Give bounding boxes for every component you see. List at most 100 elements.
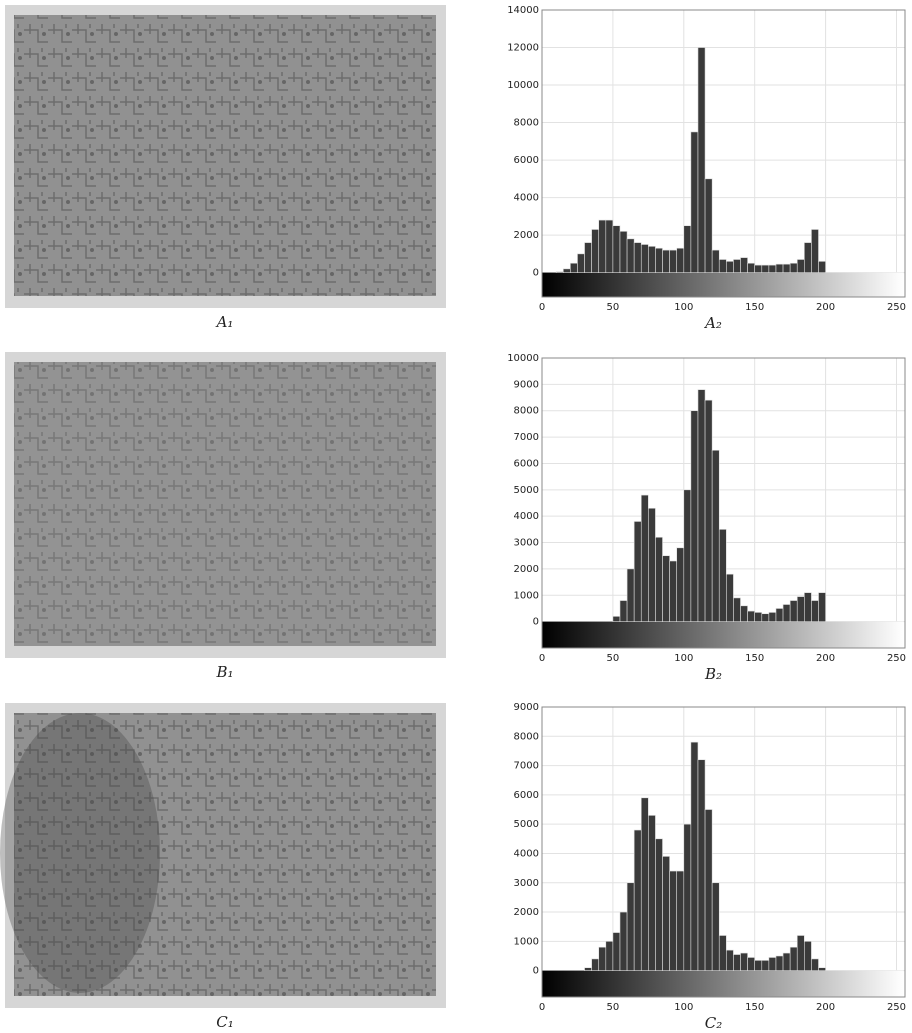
y-tick-label: 0 [533, 617, 539, 628]
histogram-bar [704, 399, 713, 622]
histogram-bar [598, 946, 607, 971]
histogram-bar [711, 882, 720, 971]
x-tick-label: 250 [887, 302, 906, 313]
histogram-bar [605, 219, 614, 273]
y-tick-label: 4000 [514, 848, 539, 859]
x-tick-label: 250 [887, 653, 906, 664]
image-caption: C₁ [216, 1013, 234, 1031]
histogram-bar [726, 573, 734, 622]
histogram-bar [733, 954, 741, 971]
histogram-bar [818, 261, 826, 273]
y-tick-label: 1000 [514, 936, 539, 947]
histogram-bar [570, 262, 578, 273]
histogram-bar [804, 941, 812, 971]
histogram-bar [612, 932, 621, 971]
histogram-bar [754, 960, 763, 971]
y-tick-label: 8000 [514, 731, 539, 742]
histogram-bar [626, 238, 635, 273]
y-tick-label: 3000 [514, 878, 539, 889]
histogram-bar [775, 263, 784, 273]
histogram-bar [704, 809, 713, 971]
histogram-bar [612, 225, 621, 273]
y-tick-label: 2000 [514, 564, 539, 575]
histogram-bar [789, 262, 798, 273]
y-tick-label: 5000 [514, 485, 539, 496]
histogram-bar [633, 829, 642, 971]
y-tick-label: 3000 [514, 538, 539, 549]
x-tick-label: 0 [539, 1002, 545, 1013]
histogram-bar [782, 604, 791, 622]
histogram-bar [690, 131, 699, 273]
chart-caption: A₂ [703, 314, 722, 332]
histogram-bar [676, 870, 685, 971]
histogram-bar [740, 257, 748, 273]
pcb-shade [14, 713, 436, 996]
histogram-bar [619, 231, 628, 273]
histogram-bar [740, 605, 748, 622]
y-tick-label: 4000 [514, 511, 539, 522]
pcb-photo [14, 362, 436, 646]
plot-frame [541, 706, 906, 998]
histogram-bar [775, 955, 784, 971]
histogram-bar [626, 568, 635, 622]
histogram-bar [796, 596, 805, 622]
chart-caption: C₂ [705, 1014, 723, 1032]
histogram-bar [761, 264, 770, 273]
histogram-bar [605, 941, 614, 971]
x-tick-label: 200 [816, 302, 835, 313]
histogram-bar [640, 797, 649, 971]
histogram-bar [761, 613, 770, 622]
gray-level-bar [542, 970, 904, 997]
histogram-bar [811, 600, 819, 622]
pcb-photo [14, 15, 436, 296]
histogram-bar [818, 967, 826, 971]
histogram-bar [683, 823, 692, 971]
histogram-bar [711, 449, 720, 622]
y-tick-label: 10000 [507, 353, 539, 364]
histogram-bar [782, 263, 791, 273]
histogram-bar [733, 259, 741, 273]
histogram-bar [804, 592, 812, 622]
image-caption: B₁ [215, 663, 233, 681]
histogram-bar [669, 560, 678, 622]
x-tick-label: 0 [539, 302, 545, 313]
y-tick-label: 2000 [514, 230, 539, 241]
x-tick-label: 50 [607, 1002, 620, 1013]
pcb-shade [14, 362, 436, 646]
histogram-bar [633, 521, 642, 622]
histogram-bar [591, 229, 600, 273]
histogram-bar [747, 957, 755, 971]
histogram-bar [768, 264, 777, 273]
histogram-bar [768, 957, 777, 971]
x-tick-label: 250 [887, 1002, 906, 1013]
chart-caption: B₂ [704, 665, 722, 683]
x-tick-label: 150 [745, 653, 764, 664]
histogram-bar [740, 952, 748, 971]
histogram-bar [626, 882, 635, 971]
y-tick-label: 6000 [514, 155, 539, 166]
histogram-bar [655, 536, 663, 622]
y-tick-label: 6000 [514, 458, 539, 469]
histogram-bar [683, 225, 692, 273]
histogram-bar [733, 597, 741, 622]
x-tick-label: 50 [607, 302, 620, 313]
histogram-bar [796, 259, 805, 273]
y-tick-label: 8000 [514, 406, 539, 417]
y-tick-label: 14000 [507, 5, 539, 16]
y-tick-label: 5000 [514, 819, 539, 830]
pcb-shade [14, 15, 436, 296]
histogram-bar [640, 494, 649, 622]
histogram-bar [591, 958, 600, 971]
histogram-bar [775, 608, 784, 622]
x-tick-label: 100 [674, 1002, 693, 1013]
histogram-bar [562, 268, 571, 273]
histogram-bar [669, 249, 678, 273]
histogram-bar [669, 870, 678, 971]
histogram-bar [754, 264, 763, 273]
y-tick-label: 7000 [514, 432, 539, 443]
y-tick-label: 2000 [514, 907, 539, 918]
histogram-bar [789, 600, 798, 622]
y-tick-label: 9000 [514, 379, 539, 390]
y-tick-label: 9000 [514, 702, 539, 713]
